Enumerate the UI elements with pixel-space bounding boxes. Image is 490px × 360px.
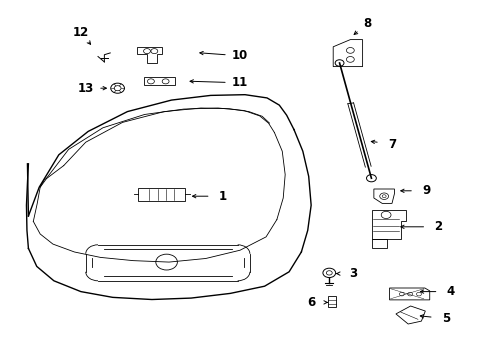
Bar	[328, 296, 336, 307]
Text: 8: 8	[364, 17, 371, 30]
Text: 7: 7	[388, 138, 396, 150]
Text: 3: 3	[349, 267, 357, 280]
Text: 13: 13	[77, 82, 94, 95]
Text: 4: 4	[447, 285, 455, 298]
Text: 11: 11	[232, 76, 248, 89]
Circle shape	[335, 60, 344, 66]
Text: 9: 9	[422, 184, 430, 197]
Text: 2: 2	[435, 220, 442, 233]
Bar	[139, 188, 185, 201]
Text: 1: 1	[219, 190, 227, 203]
Text: 6: 6	[307, 296, 315, 309]
Text: 5: 5	[442, 312, 450, 325]
Text: 12: 12	[73, 26, 89, 39]
Text: 10: 10	[232, 49, 248, 62]
